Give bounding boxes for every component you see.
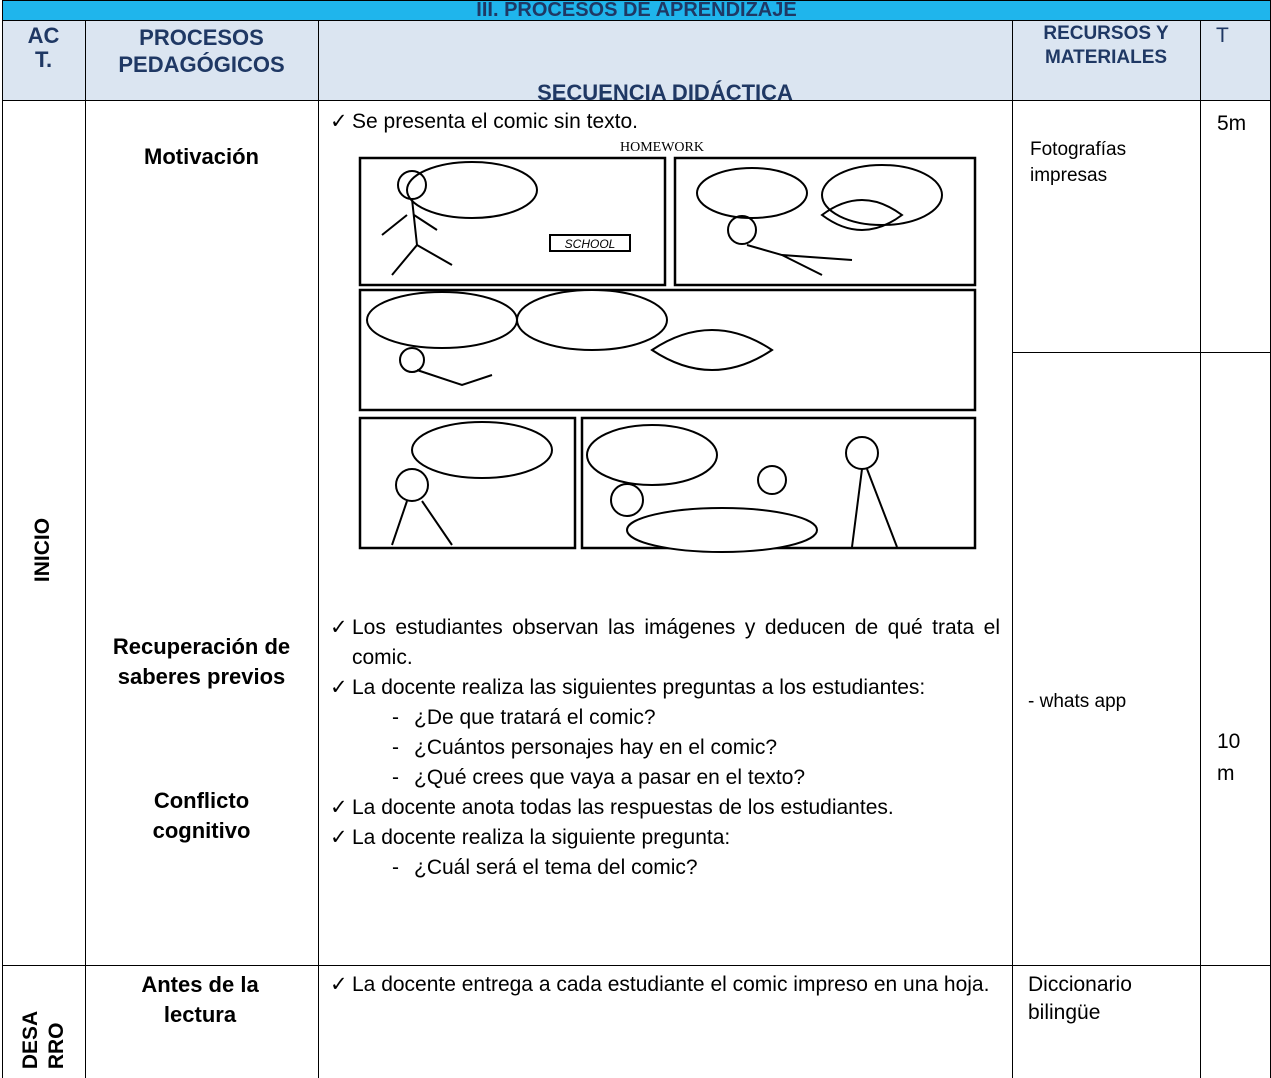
header-line: RECURSOS Y [1043,23,1169,44]
header-time: T [1216,24,1229,47]
step-text: La docente realiza las siguientes pregun… [352,676,926,699]
header-line: T. [34,47,53,72]
resource: Diccionario bilingüe [1028,973,1132,1024]
step: La docente entrega a cada estudiante el … [330,970,1005,1000]
process: Motivación [144,144,259,169]
act-inicio: INICIO [31,517,54,583]
process: Antes de la lectura [141,972,259,1027]
question: ¿De que tratará el comic? [392,703,1000,733]
act-line: DESA [19,1010,42,1070]
process: Recuperación de saberes previos [112,634,291,689]
border [2,0,3,1078]
step: La docente anota todas las respuestas de… [330,793,1000,823]
border [2,965,1271,966]
step-text: La docente anota todas las respuestas de… [352,796,894,819]
title-bar [2,0,1271,20]
resource: Fotografías impresas [1030,139,1127,186]
comic-image: SCHOOL HOMEWORK [358,140,977,553]
header-recursos: RECURSOS Y MATERIALES [1012,22,1200,70]
resource: - whats app [1028,691,1127,712]
border [85,20,86,1078]
question: ¿Cuál será el tema del comic? [392,853,1000,883]
question: ¿Qué crees que vaya a pasar en el texto? [392,763,1000,793]
header-secuencia: SECUENCIA DIDÁCTICA [537,80,793,105]
step: La docente realiza la siguiente pregunta… [330,823,1000,883]
header-row [2,20,1271,100]
border [2,20,1271,21]
step-text: Los estudiantes observan las imágenes y … [352,616,1000,669]
header-procesos: PROCESOS PEDAGÓGICOS [85,24,318,78]
comic-bubbles [366,161,943,553]
step: La docente realiza las siguientes pregun… [330,673,1000,793]
comic-sign-text: SCHOOL [565,237,616,251]
comic-sign [549,234,631,252]
comic-title: HOMEWORK [620,140,704,155]
border [1012,352,1271,353]
step: Los estudiantes observan las imágenes y … [330,613,1000,673]
sub-list: ¿Cuál será el tema del comic? [352,853,1000,883]
question: ¿Cuántos personajes hay en el comic? [392,733,1000,763]
comic-figures [381,170,904,548]
act-desarrollo: DESA RRO [18,1011,70,1069]
step: Se presenta el comic sin texto. [330,107,1000,137]
steps-list: Los estudiantes observan las imágenes y … [330,613,1000,883]
act-line: RRO [45,1022,68,1070]
header-line: MATERIALES [1044,47,1168,68]
table-title: III. PROCESOS DE APRENDIZAJE [476,0,797,21]
time: 5m [1217,112,1247,135]
sub-list: ¿De que tratará el comic?¿Cuántos person… [352,703,1000,793]
time: 10 m [1217,730,1241,785]
step-box: La docente entrega a cada estudiante el … [330,970,1005,1000]
step-text: La docente realiza la siguiente pregunta… [352,826,731,849]
border [318,20,319,1078]
step-intro: Se presenta el comic sin texto. [330,107,1000,137]
header-line: PROCESOS [139,25,264,50]
border [2,100,1271,101]
border [2,0,1271,1]
process: Conflicto cognitivo [152,788,251,843]
border [1012,20,1013,1078]
header-line: AC [27,23,60,48]
header-line: PEDAGÓGICOS [118,52,285,77]
header-act: AC T. [2,24,85,72]
steps-box: Los estudiantes observan las imágenes y … [330,613,1000,883]
border [1200,20,1201,1078]
